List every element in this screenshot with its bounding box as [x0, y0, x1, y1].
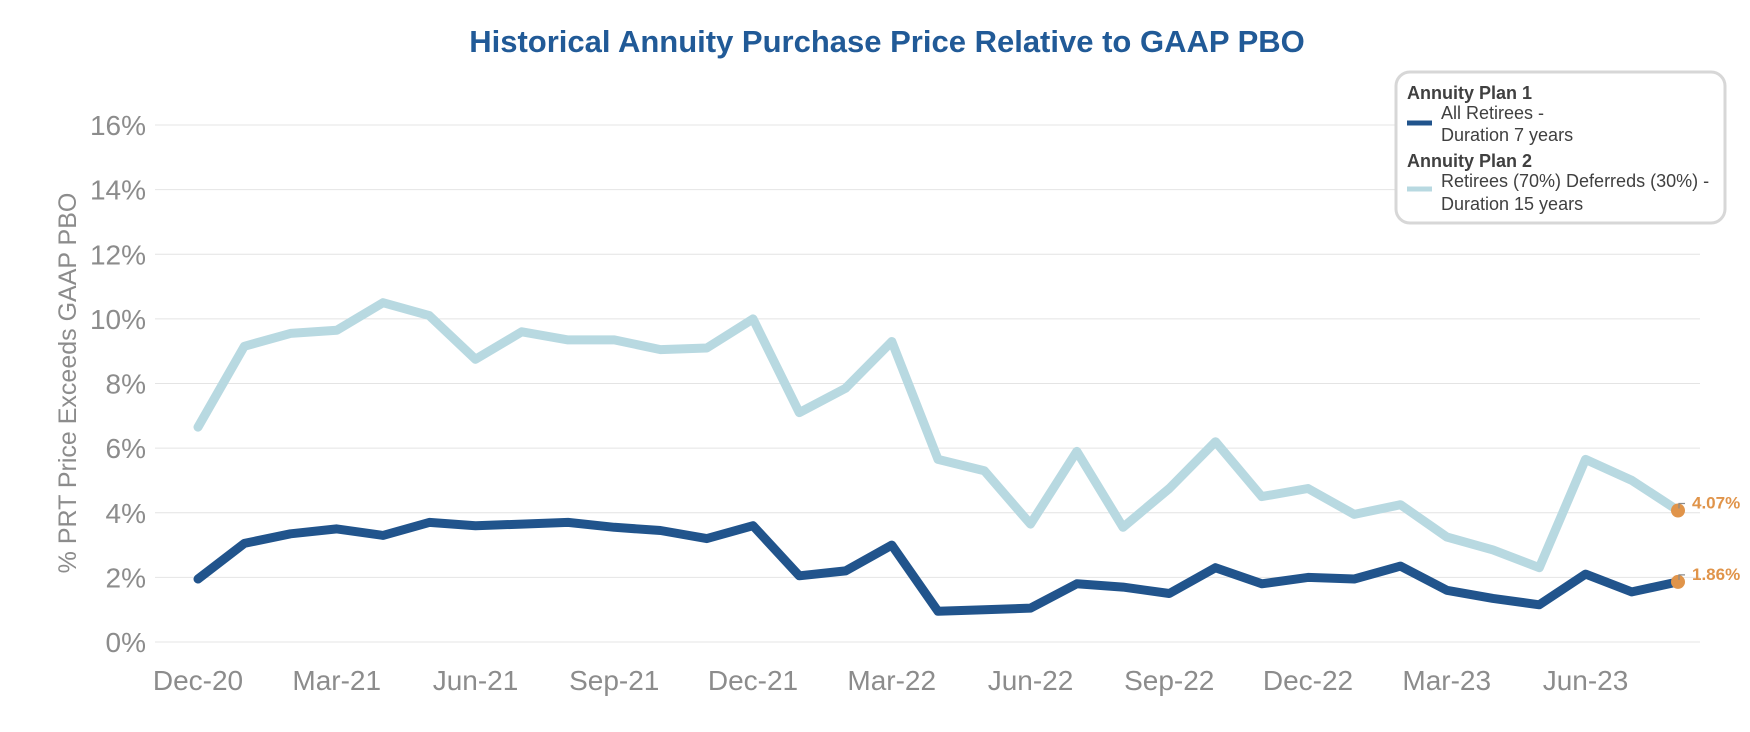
y-tick-label: 8%: [106, 369, 146, 400]
legend-plan2-line1: Retirees (70%) Deferreds (30%) -: [1441, 171, 1709, 191]
chart-title: Historical Annuity Purchase Price Relati…: [469, 24, 1305, 59]
chart-svg: Historical Annuity Purchase Price Relati…: [0, 0, 1750, 732]
x-tick-label: Mar-21: [292, 665, 381, 696]
x-tick-label: Jun-22: [988, 665, 1074, 696]
x-tick-label: Jun-23: [1543, 665, 1629, 696]
end-label-plan-2: 4.07%: [1692, 493, 1740, 512]
y-axis-ticks: 0% 2% 4% 6% 8% 10% 12% 14% 16%: [90, 110, 146, 658]
end-marker-plan-1: [1671, 575, 1685, 589]
y-tick-label: 16%: [90, 110, 146, 141]
legend-plan2-title: Annuity Plan 2: [1407, 151, 1532, 171]
end-label-plan-1: 1.86%: [1692, 565, 1740, 584]
x-tick-label: Mar-23: [1402, 665, 1491, 696]
y-tick-label: 4%: [106, 498, 146, 529]
x-tick-label: Dec-22: [1263, 665, 1353, 696]
annuity-price-chart: Historical Annuity Purchase Price Relati…: [0, 0, 1750, 732]
legend-plan1-line1: All Retirees -: [1441, 103, 1544, 123]
y-tick-label: 12%: [90, 239, 146, 270]
x-tick-label: Sep-21: [569, 665, 659, 696]
y-tick-label: 14%: [90, 175, 146, 206]
legend-plan1-line2: Duration 7 years: [1441, 125, 1573, 145]
x-tick-label: Jun-21: [433, 665, 519, 696]
y-tick-label: 6%: [106, 433, 146, 464]
series-lines: [198, 303, 1678, 612]
end-marker-plan-2: [1671, 503, 1685, 517]
legend: Annuity Plan 1 All Retirees - Duration 7…: [1396, 72, 1725, 223]
y-tick-label: 0%: [106, 627, 146, 658]
end-markers: 1.86% 4.07%: [1671, 493, 1740, 588]
legend-plan2-line2: Duration 15 years: [1441, 194, 1583, 214]
x-tick-label: Dec-21: [708, 665, 798, 696]
x-tick-label: Sep-22: [1124, 665, 1214, 696]
x-axis-ticks: Dec-20 Mar-21 Jun-21 Sep-21 Dec-21 Mar-22 Jun-…: [153, 665, 1628, 696]
legend-plan1-title: Annuity Plan 1: [1407, 83, 1532, 103]
y-tick-label: 2%: [106, 562, 146, 593]
y-axis-label: % PRT Price Exceeds GAAP PBO: [54, 193, 82, 574]
x-tick-label: Dec-20: [153, 665, 243, 696]
y-tick-label: 10%: [90, 304, 146, 335]
x-tick-label: Mar-22: [847, 665, 936, 696]
